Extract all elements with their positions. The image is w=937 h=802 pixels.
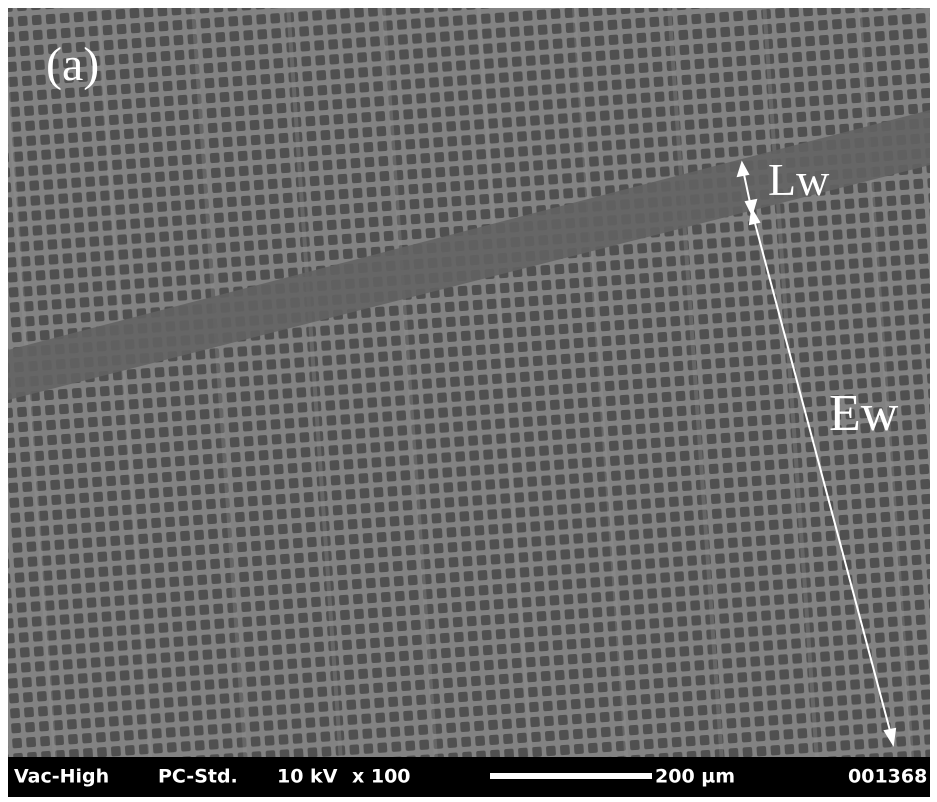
scale-bar [490,773,652,779]
detector-mode: PC-Std. [158,766,238,788]
ew-label: Ew [829,385,899,442]
image-number: 001368 [848,766,927,788]
panel-label: (a) [46,38,99,91]
sem-micrograph: (a) Lw Ew Vac-High PC-Std. 10 kV x 100 2… [0,0,937,797]
magnification: x 100 [352,766,411,788]
voltage: 10 kV [277,766,338,788]
micrograph-image [8,8,930,757]
info-bar [8,757,930,797]
scale-bar-label: 200 µm [655,766,735,788]
vacuum-mode: Vac-High [14,766,109,788]
lw-label: Lw [768,154,830,205]
